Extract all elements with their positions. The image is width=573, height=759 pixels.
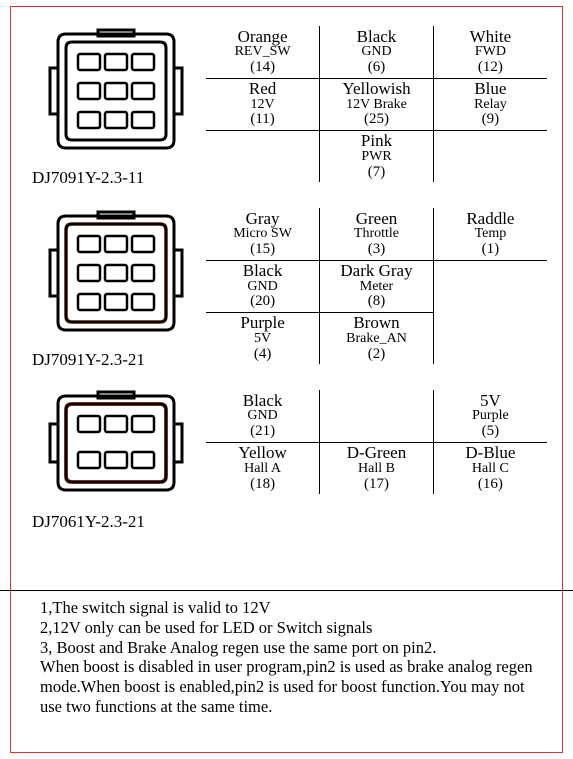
pin-cell: BlackGND(21) xyxy=(206,390,320,442)
note-line: 1,The switch signal is valid to 12V xyxy=(40,598,543,618)
pin-table-2: GrayMicro SW(15) GreenThrottle(3) Raddle… xyxy=(206,208,547,364)
connector-2: DJ7091Y-2.3-21 xyxy=(26,198,206,370)
pin-cell: D-BlueHall C(16) xyxy=(433,442,547,494)
note-line: 2,12V only can be used for LED or Switch… xyxy=(40,618,543,638)
pin-cell: BrownBrake_AN(2) xyxy=(320,312,434,364)
pin-cell: D-GreenHall B(17) xyxy=(320,442,434,494)
connector-row-2: DJ7091Y-2.3-21 GrayMicro SW(15) GreenThr… xyxy=(26,198,547,370)
pin-empty xyxy=(433,130,547,182)
notes-block: 1,The switch signal is valid to 12V 2,12… xyxy=(40,598,543,717)
connector-2-label: DJ7091Y-2.3-21 xyxy=(26,350,145,370)
pin-cell: BlackGND(20) xyxy=(206,260,320,312)
pin-empty xyxy=(433,312,547,364)
pin-cell: Red12V(11) xyxy=(206,78,320,130)
pin-cell: GreenThrottle(3) xyxy=(320,208,434,260)
pin-empty xyxy=(320,390,434,442)
pin-cell: GrayMicro SW(15) xyxy=(206,208,320,260)
pin-table-1: OrangeREV_SW(14) BlackGND(6) WhiteFWD(12… xyxy=(206,26,547,182)
pin-cell: 5VPurple(5) xyxy=(433,390,547,442)
pin-cell: BlueRelay(9) xyxy=(433,78,547,130)
pin-cell: RaddleTemp(1) xyxy=(433,208,547,260)
divider-line xyxy=(0,590,573,591)
pin-cell: BlackGND(6) xyxy=(320,26,434,78)
pin-empty xyxy=(206,130,320,182)
pin-cell: Dark GrayMeter(8) xyxy=(320,260,434,312)
note-line: When boost is disabled in user program,p… xyxy=(40,657,543,716)
connector-1-label: DJ7091Y-2.3-11 xyxy=(26,168,144,188)
pin-cell: Purple5V(4) xyxy=(206,312,320,364)
connector-1-icon xyxy=(36,16,196,166)
pin-empty xyxy=(433,260,547,312)
pin-cell: OrangeREV_SW(14) xyxy=(206,26,320,78)
connector-2-icon xyxy=(36,198,196,348)
connector-1: DJ7091Y-2.3-11 xyxy=(26,16,206,188)
connector-3-label: DJ7061Y-2.3-21 xyxy=(26,512,145,532)
note-line: 3, Boost and Brake Analog regen use the … xyxy=(40,638,543,658)
content-area: DJ7091Y-2.3-11 OrangeREV_SW(14) BlackGND… xyxy=(26,16,547,542)
connector-row-1: DJ7091Y-2.3-11 OrangeREV_SW(14) BlackGND… xyxy=(26,16,547,188)
connector-3: DJ7061Y-2.3-21 xyxy=(26,380,206,532)
pin-cell: YellowHall A(18) xyxy=(206,442,320,494)
pin-cell: WhiteFWD(12) xyxy=(433,26,547,78)
pin-cell: Yellowish12V Brake(25) xyxy=(320,78,434,130)
pin-cell: PinkPWR(7) xyxy=(320,130,434,182)
pin-table-3: BlackGND(21) 5VPurple(5) YellowHall A(18… xyxy=(206,390,547,494)
connector-3-icon xyxy=(36,380,196,510)
connector-row-3: DJ7061Y-2.3-21 BlackGND(21) 5VPurple(5) … xyxy=(26,380,547,532)
